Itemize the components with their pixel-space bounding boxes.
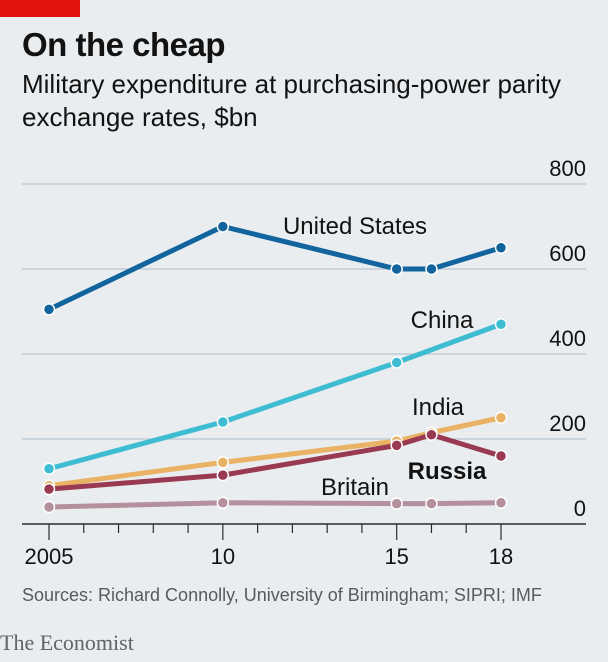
data-point-china [390, 356, 403, 369]
data-point-china [494, 318, 508, 331]
series-label-china: China [411, 307, 474, 334]
data-point-britain [216, 496, 230, 509]
line-chart: 0 200 400 600 800 2005 10 15 18 United States Chi… [22, 156, 586, 569]
data-point-britain [425, 497, 438, 510]
accent-bar [0, 0, 80, 17]
grid-layer [22, 183, 586, 440]
data-point-india [494, 411, 508, 424]
data-point-russia [390, 439, 403, 452]
y-tick-label: 200 [549, 411, 586, 436]
y-tick-label: 400 [549, 326, 586, 351]
x-tick-label: 10 [211, 544, 235, 569]
x-tick-label: 15 [384, 544, 408, 569]
series-label-britain: Britain [321, 474, 389, 501]
series-label-united-states: United States [283, 213, 427, 240]
chart-title: On the cheap [22, 26, 226, 63]
y-tick-label: 800 [549, 156, 586, 181]
data-point-china [216, 415, 230, 429]
series-layer [42, 220, 508, 514]
data-point-russia [425, 428, 438, 441]
chart-subtitle: Military expenditure at purchasing-power… [22, 69, 562, 132]
y-tick-label: 600 [549, 241, 586, 266]
data-point-united-states [42, 303, 56, 316]
data-point-russia [216, 468, 230, 482]
data-point-britain [42, 500, 56, 514]
data-point-britain [494, 496, 508, 509]
data-point-united-states [425, 262, 438, 276]
source-note: Sources: Richard Connolly, University of… [22, 585, 542, 605]
y-tick-label: 0 [574, 496, 586, 521]
series-line-china [46, 321, 504, 472]
series-label-india: India [412, 394, 465, 421]
data-point-united-states [390, 262, 403, 276]
data-point-russia [42, 482, 56, 496]
data-point-china [42, 462, 56, 475]
data-point-russia [494, 449, 508, 463]
brand-logo: The Economist [0, 630, 134, 655]
data-point-united-states [494, 241, 508, 254]
label-layer: United States China India Russia Britain [283, 213, 487, 501]
x-tick-label: 18 [489, 544, 513, 569]
data-point-britain [390, 497, 403, 510]
x-tick-label: 2005 [25, 544, 74, 569]
axis-layer: 0 200 400 600 800 2005 10 15 18 [22, 156, 586, 569]
data-point-india [216, 456, 230, 469]
series-label-russia: Russia [408, 458, 487, 485]
data-point-united-states [216, 220, 230, 233]
